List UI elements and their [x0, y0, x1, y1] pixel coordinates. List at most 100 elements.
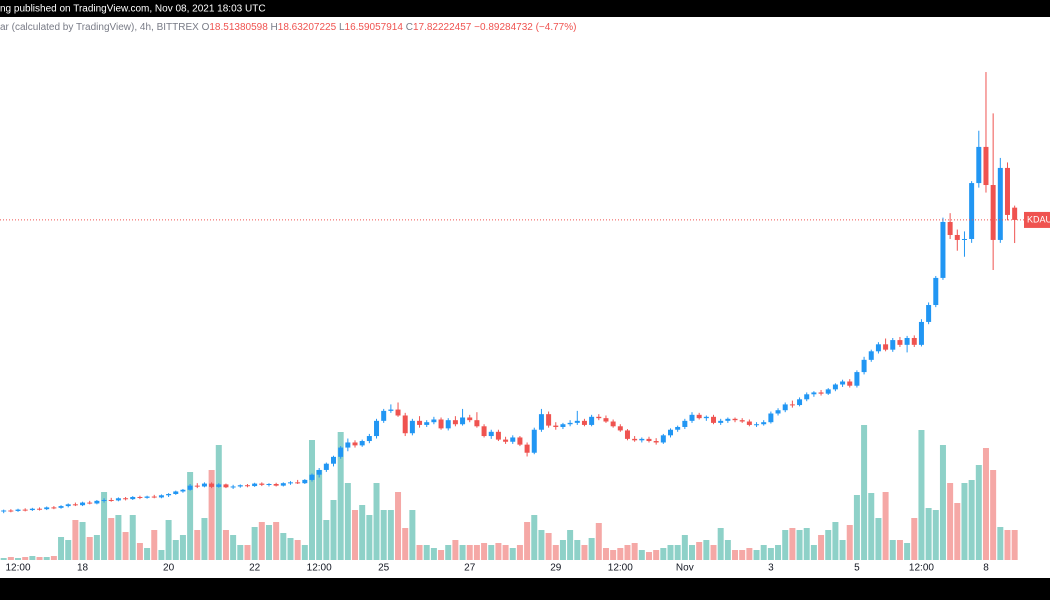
- candle-body: [517, 437, 523, 445]
- volume-bar: [588, 538, 595, 560]
- volume-bar: [516, 545, 523, 560]
- volume-bar: [402, 528, 409, 560]
- candle-body: [402, 415, 408, 434]
- volume-bar: [294, 540, 301, 560]
- x-tick-label: 22: [249, 563, 261, 574]
- candle-body: [252, 483, 258, 487]
- volume-bar: [15, 558, 22, 560]
- candle-body: [388, 409, 394, 411]
- candle-body: [223, 484, 229, 488]
- volume-bar: [667, 545, 674, 560]
- candle-body: [438, 419, 444, 429]
- candle-body: [374, 420, 380, 437]
- volume-bar: [997, 527, 1004, 560]
- candle-body: [682, 420, 688, 427]
- volume-bar: [782, 530, 789, 560]
- volume-bar: [280, 533, 287, 560]
- volume-bar: [36, 557, 43, 560]
- candle-body: [359, 441, 365, 446]
- candle-body: [495, 431, 501, 440]
- volume-bar: [201, 518, 208, 560]
- candle-body: [589, 416, 595, 425]
- volume-bar: [789, 528, 796, 560]
- x-tick-label: 5: [854, 563, 860, 574]
- candle-body: [481, 426, 487, 437]
- candle-body: [969, 183, 975, 239]
- volume-bar: [452, 540, 459, 560]
- volume-bar: [724, 540, 731, 560]
- candle-body: [316, 469, 322, 475]
- volume-bar: [875, 518, 882, 560]
- candle-body: [366, 436, 372, 442]
- candle-body: [166, 494, 172, 496]
- volume-bar: [746, 548, 753, 560]
- candle-body: [761, 422, 767, 425]
- candle-body: [746, 421, 752, 425]
- volume-bar: [366, 515, 373, 560]
- volume-bar: [681, 535, 688, 560]
- candle-body: [187, 485, 193, 490]
- volume-bar: [832, 522, 839, 560]
- volume-bar: [459, 545, 466, 560]
- volume-bar: [115, 515, 122, 560]
- volume-bar: [889, 540, 896, 560]
- price-tag: KDAUS: [1027, 214, 1050, 224]
- candle-body: [1, 510, 7, 512]
- volume-bar: [22, 557, 29, 560]
- candle-body: [302, 479, 308, 484]
- volume-bar: [50, 556, 57, 560]
- candle-body: [538, 414, 544, 430]
- top-bar: [0, 0, 1050, 17]
- legend-c: C: [406, 22, 413, 33]
- volume-bar: [939, 445, 946, 560]
- volume-bar: [818, 535, 825, 560]
- volume-bar: [631, 543, 638, 560]
- candle-body: [689, 414, 695, 421]
- candle-body: [782, 404, 788, 411]
- candle-body: [739, 420, 745, 422]
- candle-body: [667, 429, 673, 436]
- candle-body: [804, 394, 810, 400]
- volume-bar: [172, 540, 179, 560]
- candle-body: [474, 420, 480, 427]
- volume-bar: [323, 520, 330, 560]
- candle-body: [818, 392, 824, 394]
- volume-bar: [509, 548, 516, 560]
- candle-body: [144, 496, 150, 498]
- legend-open: 18.51380598: [209, 22, 268, 33]
- candle-body: [868, 351, 874, 360]
- volume-bar: [732, 550, 739, 560]
- candle-body: [130, 496, 136, 500]
- x-tick-label: 12:00: [6, 563, 31, 574]
- volume-bar: [954, 503, 961, 560]
- candle-body: [452, 420, 458, 425]
- volume-bar: [244, 545, 251, 560]
- volume-bar: [165, 520, 172, 560]
- candle-body: [309, 474, 315, 480]
- volume-bar: [524, 522, 531, 560]
- volume-bar: [79, 522, 86, 560]
- candle-body: [797, 399, 803, 406]
- candle-body: [151, 496, 157, 498]
- candle-body: [624, 430, 630, 439]
- x-tick-label: 3: [768, 563, 774, 574]
- volume-bar: [638, 550, 645, 560]
- legend-symbol: ar (calculated by TradingView), 4h, BITT…: [0, 22, 199, 33]
- candle-body: [983, 146, 989, 186]
- candle-body: [431, 419, 437, 423]
- candle-body: [381, 410, 387, 421]
- volume-bar: [567, 530, 574, 560]
- price-tag-box: [1024, 211, 1050, 228]
- candle-body: [8, 510, 14, 512]
- volume-bar: [760, 545, 767, 560]
- candle-body: [44, 507, 50, 510]
- volume-bar: [904, 543, 911, 560]
- volume-bar: [380, 510, 387, 560]
- volume-bar: [696, 542, 703, 560]
- volume-bar: [502, 545, 509, 560]
- candle-body: [273, 483, 279, 486]
- volume-bar: [481, 543, 488, 560]
- candle-body: [58, 506, 64, 508]
- volume-bar: [423, 545, 430, 560]
